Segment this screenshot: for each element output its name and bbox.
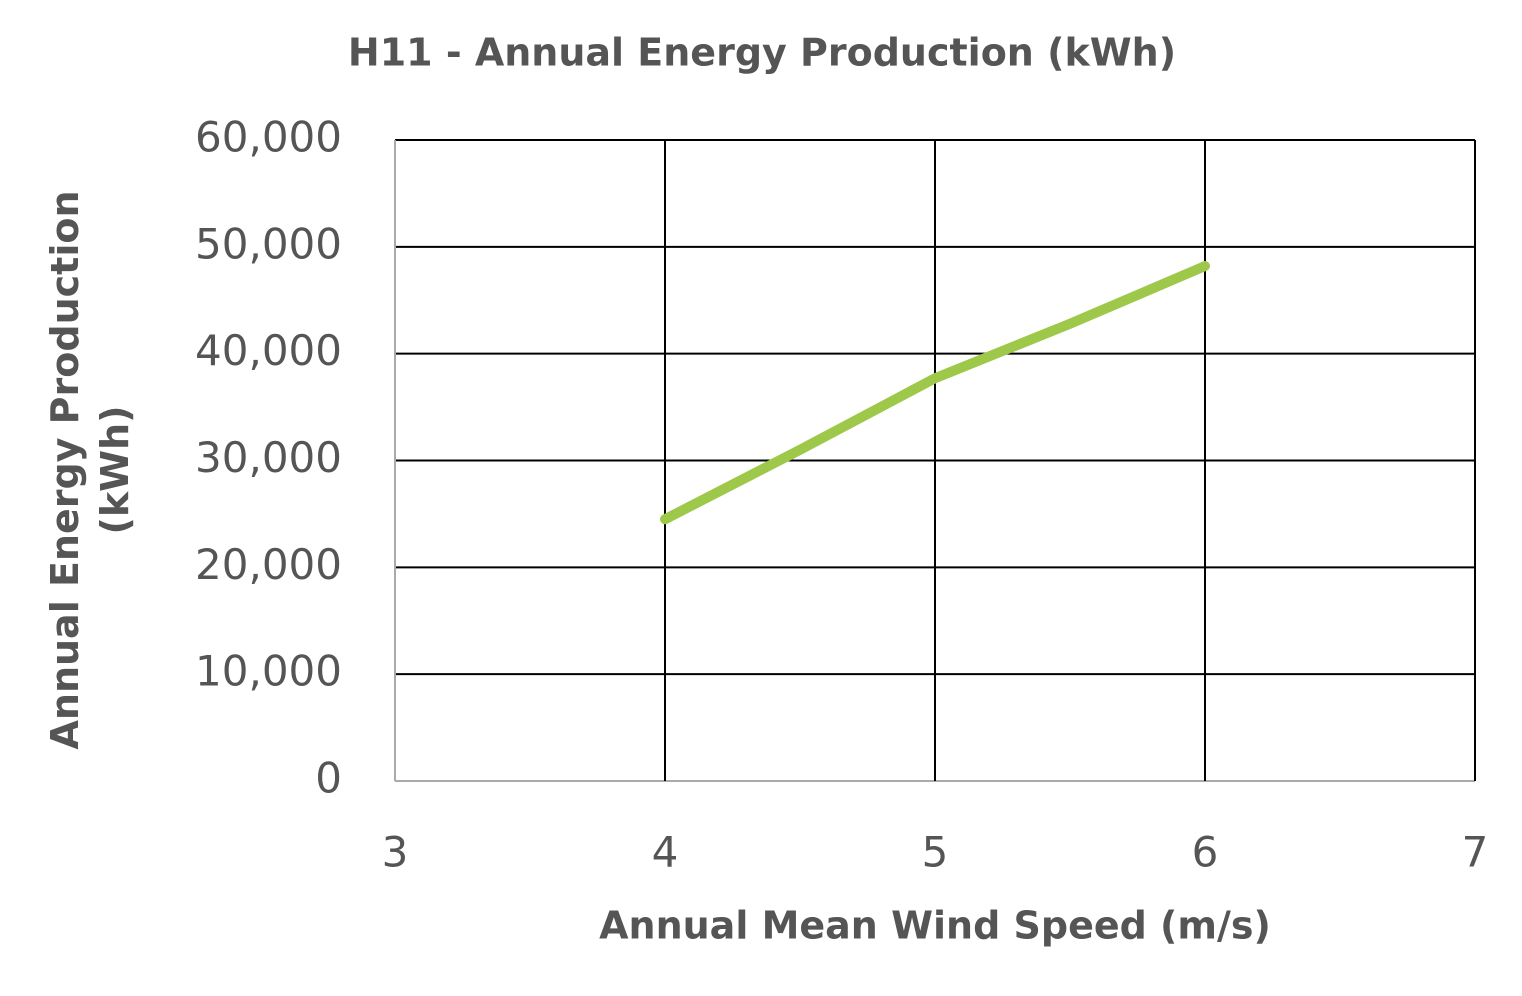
y-tick-label: 10,000 <box>195 647 342 696</box>
y-tick-label: 20,000 <box>195 540 342 589</box>
y-tick-label: 40,000 <box>195 326 342 375</box>
y-tick-label: 50,000 <box>195 219 342 268</box>
y-tick-label: 60,000 <box>195 113 342 162</box>
x-tick-label: 5 <box>922 828 949 877</box>
x-tick-label: 7 <box>1462 828 1489 877</box>
x-tick-label: 6 <box>1192 828 1219 877</box>
y-tick-label: 30,000 <box>195 433 342 482</box>
x-tick-label: 3 <box>382 828 409 877</box>
y-tick-label: 0 <box>315 754 342 803</box>
chart-title: H11 - Annual Energy Production (kWh) <box>348 31 1176 75</box>
y-axis-label: Annual Energy Production (kWh) <box>43 190 137 750</box>
x-axis-label: Annual Mean Wind Speed (m/s) <box>599 904 1271 948</box>
x-tick-label: 4 <box>652 828 679 877</box>
data-line <box>660 261 1210 525</box>
